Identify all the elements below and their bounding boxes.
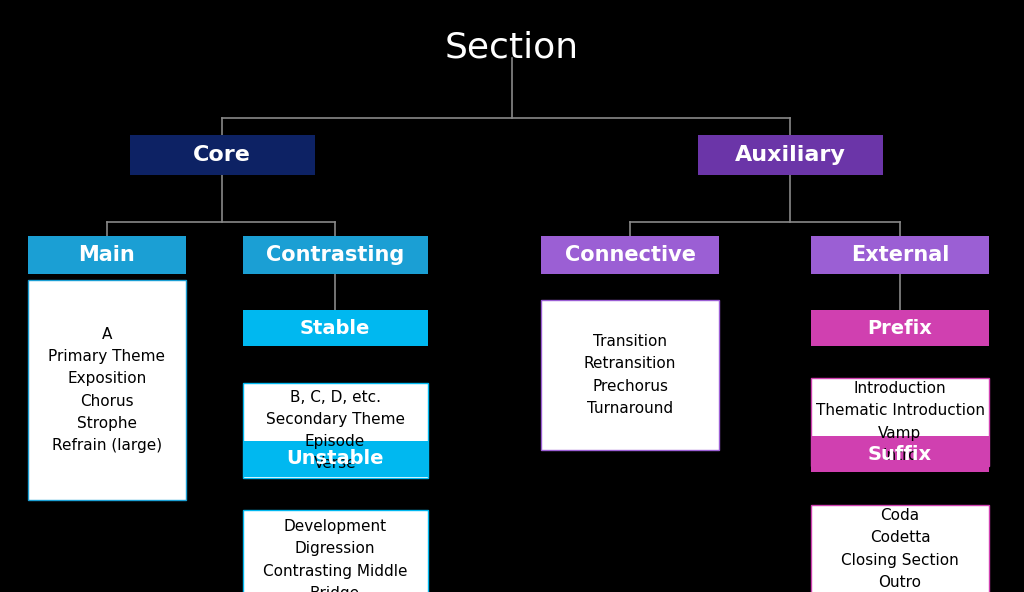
FancyBboxPatch shape	[243, 236, 427, 274]
Text: Stable: Stable	[300, 318, 371, 337]
Text: Coda
Codetta
Closing Section
Outro
Post-Chorus: Coda Codetta Closing Section Outro Post-…	[841, 508, 958, 592]
Text: Auxiliary: Auxiliary	[734, 145, 846, 165]
Text: External: External	[851, 245, 949, 265]
Text: Transition
Retransition
Prechorus
Turnaround: Transition Retransition Prechorus Turnar…	[584, 334, 676, 416]
FancyBboxPatch shape	[811, 378, 989, 466]
FancyBboxPatch shape	[541, 236, 719, 274]
Text: Introduction
Thematic Introduction
Vamp
Intro: Introduction Thematic Introduction Vamp …	[815, 381, 984, 463]
FancyBboxPatch shape	[811, 436, 989, 472]
Text: B, C, D, etc.
Secondary Theme
Episode
Verse: B, C, D, etc. Secondary Theme Episode Ve…	[265, 390, 404, 471]
FancyBboxPatch shape	[697, 135, 883, 175]
FancyBboxPatch shape	[243, 510, 427, 592]
Text: Suffix: Suffix	[868, 445, 932, 464]
Text: Development
Digression
Contrasting Middle
Bridge: Development Digression Contrasting Middl…	[263, 519, 408, 592]
FancyBboxPatch shape	[28, 280, 186, 500]
FancyBboxPatch shape	[811, 505, 989, 592]
FancyBboxPatch shape	[129, 135, 314, 175]
FancyBboxPatch shape	[28, 236, 186, 274]
FancyBboxPatch shape	[243, 441, 427, 477]
FancyBboxPatch shape	[811, 310, 989, 346]
Text: Core: Core	[194, 145, 251, 165]
FancyBboxPatch shape	[243, 310, 427, 346]
Text: Main: Main	[79, 245, 135, 265]
Text: Contrasting: Contrasting	[266, 245, 404, 265]
Text: Section: Section	[445, 30, 579, 64]
FancyBboxPatch shape	[243, 383, 427, 478]
FancyBboxPatch shape	[541, 300, 719, 450]
Text: A
Primary Theme
Exposition
Chorus
Strophe
Refrain (large): A Primary Theme Exposition Chorus Stroph…	[48, 327, 166, 453]
Text: Unstable: Unstable	[287, 449, 384, 468]
Text: Prefix: Prefix	[867, 318, 933, 337]
Text: Connective: Connective	[564, 245, 695, 265]
FancyBboxPatch shape	[811, 236, 989, 274]
